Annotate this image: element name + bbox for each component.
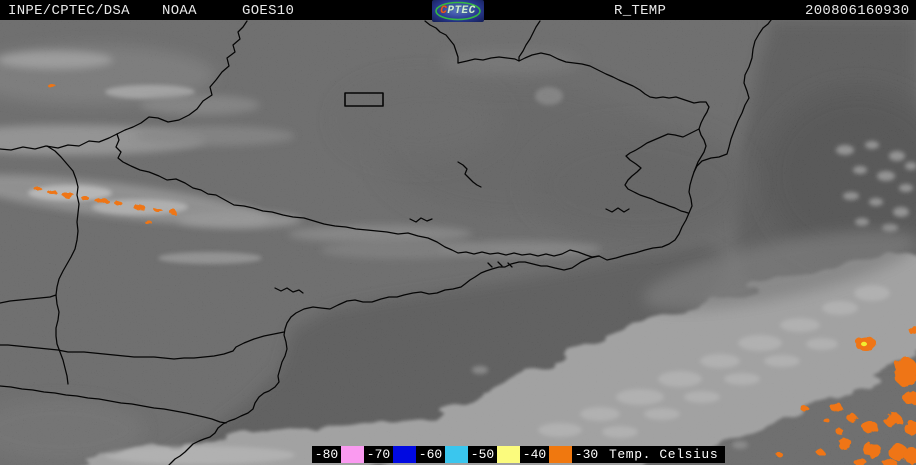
cptec-logo-text: CPTEC (440, 5, 476, 17)
product-label: R_TEMP (614, 3, 667, 19)
temperature-legend: -80 -70 -60 -50 -40 -30 Temp. Celsius (312, 446, 726, 463)
border-saopaulo-parana (0, 331, 285, 360)
state-borders (0, 19, 772, 465)
legend-value-minus50: -50 (470, 447, 495, 462)
legend-swatch-minus40 (549, 446, 572, 463)
legend-title: Temp. Celsius (609, 447, 719, 462)
image-grain (0, 20, 916, 465)
border-parana-river (46, 145, 80, 385)
legend-swatch-minus70 (393, 446, 416, 463)
legend-value-minus30: -30 (574, 447, 599, 462)
legend-swatch-minus60 (445, 446, 468, 463)
agency-label: INPE/CPTEC/DSA (8, 3, 130, 19)
border-top-edge-east (518, 20, 541, 62)
legend-swatch-minus80 (341, 446, 364, 463)
border-minas-espiritosanto (624, 128, 700, 214)
border-parana-santacatarina (0, 385, 227, 424)
coldest-top-yellow-core (861, 341, 867, 347)
river-mark-3 (605, 207, 630, 213)
timestamp-label: 200806160930 (805, 3, 910, 19)
coastline (168, 19, 772, 465)
island-marks-santos (274, 287, 304, 294)
cold-cloud-markers-southeast (777, 326, 916, 465)
border-top-edge-west (424, 20, 459, 64)
legend-value-minus70: -70 (366, 447, 391, 462)
legend-value-minus40: -40 (522, 447, 547, 462)
legend-swatch-minus50 (497, 446, 520, 463)
cptec-logo-ellipse (435, 1, 481, 21)
border-west-branch (0, 133, 118, 151)
legend-value-minus80: -80 (314, 447, 339, 462)
cptec-logo: CPTEC (432, 0, 484, 22)
cold-cloud-markers-west (34, 84, 177, 224)
legend-value-minus60: -60 (418, 447, 443, 462)
river-mark-1 (457, 161, 482, 188)
satellite-org-label: NOAA (162, 3, 197, 19)
header-bar: INPE/CPTEC/DSA NOAA GOES10 R_TEMP 200806… (0, 0, 916, 20)
river-mark-2 (409, 217, 433, 223)
satellite-name-label: GOES10 (242, 3, 295, 19)
border-ms-line (0, 294, 57, 304)
border-goias-minas (116, 20, 248, 135)
border-minas-saopaulo (115, 133, 600, 258)
df-boundary-box (344, 92, 384, 107)
bay-marks-rio (487, 261, 513, 268)
